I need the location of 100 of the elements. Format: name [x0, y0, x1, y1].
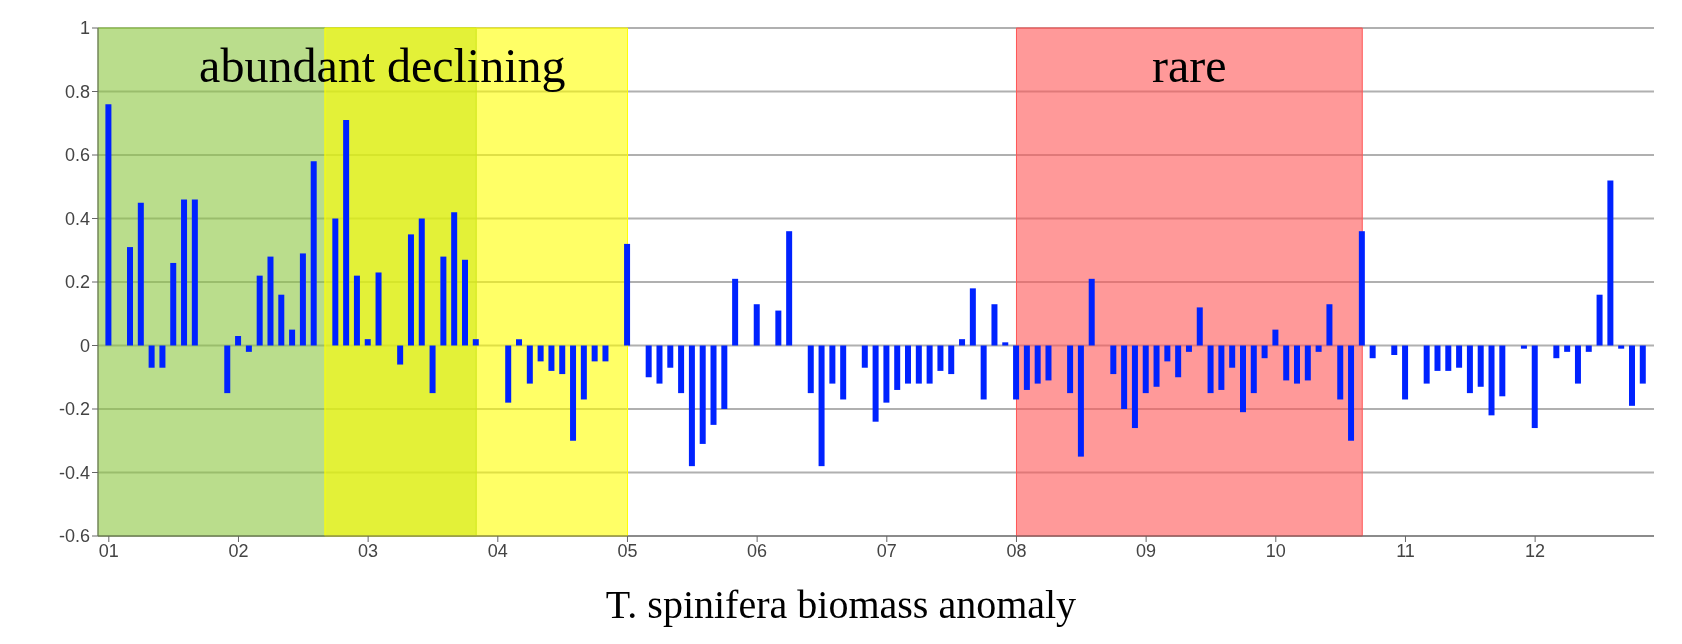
bar	[526, 345, 533, 384]
bar	[948, 345, 955, 375]
bar	[1304, 345, 1311, 381]
bar	[786, 231, 793, 346]
bar	[461, 259, 468, 346]
bar	[1013, 345, 1020, 400]
bar	[818, 345, 825, 467]
bar	[332, 218, 339, 346]
bar	[1239, 345, 1246, 413]
bar	[451, 212, 458, 346]
bar	[289, 329, 296, 346]
bar	[1434, 345, 1441, 371]
bar	[1229, 345, 1236, 368]
bar	[699, 345, 706, 444]
bar	[667, 345, 674, 368]
bar	[299, 253, 306, 346]
band-label: declining	[386, 39, 566, 93]
bar	[1466, 345, 1473, 394]
bar	[516, 339, 523, 346]
bar	[1250, 345, 1257, 394]
bar	[1110, 345, 1117, 375]
bar	[1164, 345, 1171, 362]
x-tick-label: 08	[1006, 540, 1027, 561]
bar	[959, 339, 966, 346]
bar	[1553, 345, 1560, 359]
y-tick-label: 0	[79, 335, 90, 356]
bar	[872, 345, 879, 422]
x-tick-label: 12	[1525, 540, 1546, 561]
bar	[1391, 345, 1398, 356]
bar	[1023, 345, 1030, 390]
bar	[1326, 304, 1333, 346]
bar	[1520, 345, 1527, 349]
bar	[1456, 345, 1463, 368]
bar	[127, 247, 134, 346]
x-tick-label: 07	[876, 540, 897, 561]
x-tick-label: 05	[617, 540, 638, 561]
x-tick-label: 04	[487, 540, 508, 561]
bar	[926, 345, 933, 384]
y-tick-label: -0.2	[58, 399, 90, 420]
bar	[1315, 345, 1322, 352]
bar	[1531, 345, 1538, 429]
bar	[1218, 345, 1225, 390]
bar	[570, 345, 577, 441]
y-tick-label: 0.6	[64, 145, 90, 166]
bar	[278, 294, 285, 346]
bar	[915, 345, 922, 384]
bar	[1294, 345, 1301, 384]
x-tick-label: 03	[358, 540, 379, 561]
bar	[559, 345, 566, 375]
bar	[375, 272, 382, 346]
bar	[1185, 345, 1192, 352]
bar	[224, 345, 231, 394]
x-tick-label: 09	[1136, 540, 1157, 561]
bar	[429, 345, 436, 394]
bar	[1207, 345, 1214, 394]
bar	[1445, 345, 1452, 371]
bar	[1488, 345, 1495, 416]
band-label: rare	[1152, 39, 1227, 93]
bar	[980, 345, 987, 400]
bar	[1402, 345, 1409, 400]
bar	[688, 345, 695, 467]
y-tick-label: 0.4	[64, 208, 90, 229]
bar	[1077, 345, 1084, 457]
bar	[580, 345, 587, 400]
bar	[1618, 345, 1625, 349]
bar	[840, 345, 847, 400]
bar	[1131, 345, 1138, 429]
bar	[245, 345, 252, 352]
bar	[548, 345, 555, 371]
bar	[1272, 329, 1279, 346]
bar	[1121, 345, 1128, 409]
bar	[883, 345, 890, 403]
bar	[624, 243, 631, 346]
x-tick-label: 02	[228, 540, 249, 561]
x-tick-label: 10	[1265, 540, 1286, 561]
bar	[894, 345, 901, 390]
bar	[678, 345, 685, 394]
bar	[407, 234, 414, 346]
y-tick-label: -0.4	[58, 462, 90, 483]
bar	[991, 304, 998, 346]
text: T. spinifera biomass anomaly	[604, 581, 1078, 628]
bar	[191, 199, 198, 346]
y-tick-label: 0.8	[64, 81, 90, 102]
bar	[537, 345, 544, 362]
bar	[861, 345, 868, 368]
bar	[721, 345, 728, 409]
bar	[1596, 294, 1603, 346]
bar	[1628, 345, 1635, 406]
x-tick-label: 01	[98, 540, 119, 561]
bar	[159, 345, 166, 368]
bar	[1196, 307, 1203, 346]
bar	[807, 345, 814, 394]
bar	[656, 345, 663, 384]
bar	[1564, 345, 1571, 352]
bar	[602, 345, 609, 362]
bar	[310, 161, 317, 346]
bar	[1358, 231, 1365, 346]
bar	[1261, 345, 1268, 359]
band-label: abundant	[199, 39, 376, 93]
bar	[1477, 345, 1484, 387]
